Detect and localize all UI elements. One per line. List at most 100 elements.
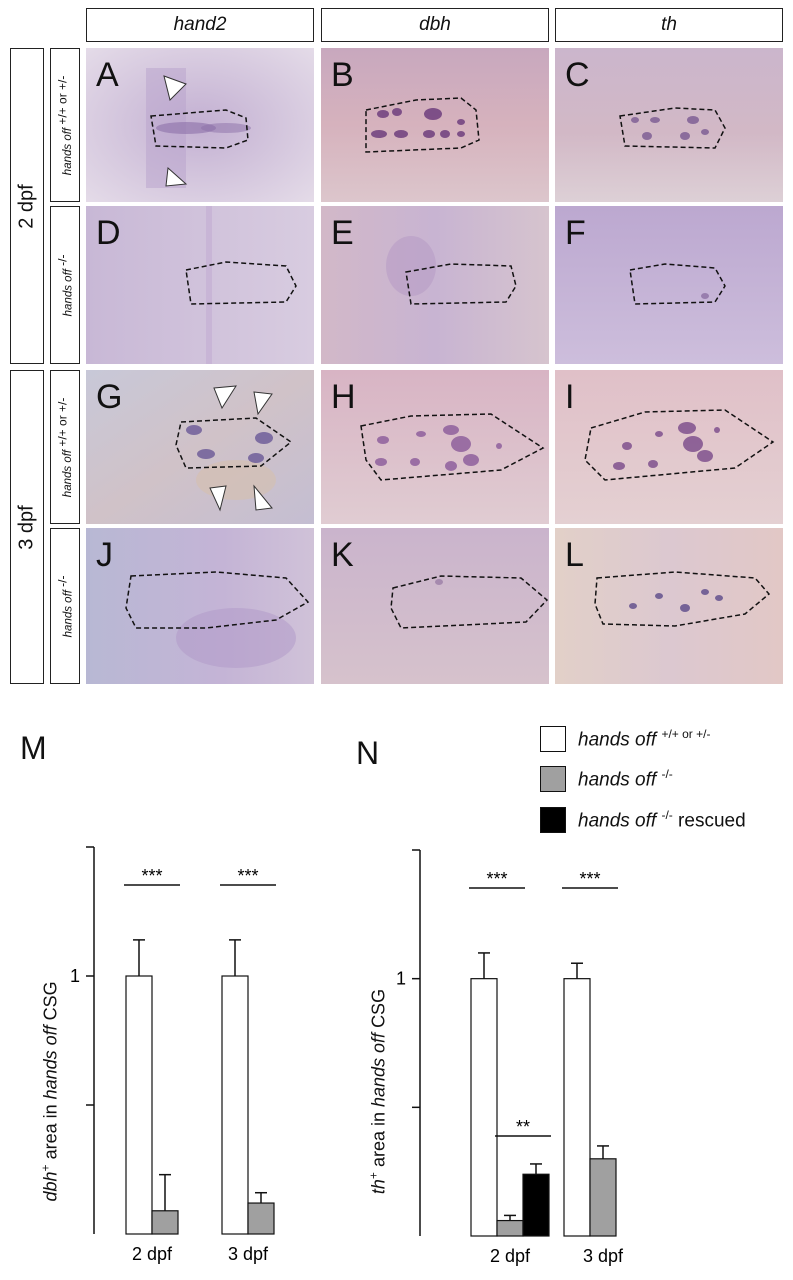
legend-swatch [540, 766, 566, 792]
genotype-label-mut-3dpf: hands off -/- [50, 528, 80, 684]
panel-letter: E [331, 214, 354, 252]
micrograph-f [555, 206, 783, 364]
genotype-name: hands off [62, 449, 75, 497]
legend-swatch [540, 807, 566, 833]
micrograph-g [86, 370, 314, 524]
y-tick-label: 1 [70, 966, 80, 986]
micrograph-c [555, 48, 783, 202]
arrowhead-icon [165, 166, 188, 187]
panel-j-hand2-3dpf-mut: J [86, 528, 314, 684]
genotype-superscript: -/- [55, 575, 70, 587]
genotype-label-het-2dpf: hands off +/+ or +/- [50, 48, 80, 202]
column-header-hand2: hand2 [86, 8, 314, 42]
panel-letter: H [331, 378, 356, 416]
bar [496, 1219, 524, 1237]
micrograph-e [321, 206, 549, 364]
stage-label-2dpf: 2 dpf [10, 48, 44, 364]
bar [221, 975, 249, 1235]
genotype-name: hands off [62, 127, 75, 175]
panel-f-th-2dpf-mut: F [555, 206, 783, 364]
tissue-background [555, 206, 783, 364]
panel-i-th-3dpf-het: I [555, 370, 783, 524]
panel-a-hand2-2dpf-het: A [86, 48, 314, 202]
column-header-label: dbh [419, 14, 451, 35]
bar [470, 978, 498, 1237]
tissue-background [555, 370, 783, 524]
csg-outline [125, 571, 310, 629]
genotype-label-het-3dpf: hands off +/+ or +/- [50, 370, 80, 524]
micrograph-k [321, 528, 549, 684]
genotype-label-mut-2dpf: hands off -/- [50, 206, 80, 364]
column-header-th: th [555, 8, 783, 42]
figure-letter-m: M [20, 730, 47, 766]
csg-outline [594, 571, 771, 627]
genotype-superscript: +/+ or +/- [55, 397, 70, 447]
panel-k-dbh-3dpf-mut: K [321, 528, 549, 684]
micrograph-d [86, 206, 314, 364]
legend-name: hands off [578, 810, 657, 832]
column-header-dbh: dbh [321, 8, 549, 42]
stage-label-text: 3 dpf [15, 504, 38, 550]
csg-outline [360, 413, 545, 481]
tissue-background [86, 370, 314, 524]
tissue-background [321, 528, 549, 684]
panel-letter: D [96, 214, 121, 252]
x-tick-label: 2 dpf [490, 1246, 531, 1266]
genotype-superscript: -/- [55, 254, 70, 266]
significance-label: *** [579, 869, 600, 889]
arrowhead-icon [163, 75, 187, 101]
panel-b-dbh-2dpf-het: B [321, 48, 549, 202]
arrowhead-icon [253, 391, 273, 416]
panel-letter: J [96, 536, 113, 574]
csg-outline [365, 97, 480, 153]
panel-letter: L [565, 536, 584, 574]
x-tick-label: 2 dpf [132, 1244, 173, 1264]
genotype-name: hands off [62, 268, 75, 316]
bar [247, 1202, 275, 1235]
tissue-background [555, 48, 783, 202]
chart-n: 12 dpf 3 dpf******** [396, 849, 624, 1266]
legend-entry-mut: hands off -/- [540, 766, 673, 792]
significance-label: *** [486, 869, 507, 889]
x-tick-label: 3 dpf [583, 1246, 624, 1266]
genotype-superscript: +/+ or +/- [55, 75, 70, 125]
micrograph-l [555, 528, 783, 684]
column-header-label: th [661, 14, 677, 35]
panel-letter: I [565, 378, 575, 416]
panel-letter: C [565, 56, 590, 94]
column-header-label: hand2 [173, 14, 227, 35]
legend-superscript: -/- [661, 807, 673, 822]
micrograph-j [86, 528, 314, 684]
csg-outline [390, 575, 549, 629]
stage-label-3dpf: 3 dpf [10, 370, 44, 684]
csg-outline [619, 107, 726, 149]
legend-swatch [540, 726, 566, 752]
bar [125, 975, 153, 1235]
tissue-background [321, 206, 549, 364]
micrograph-b [321, 48, 549, 202]
tissue-background [321, 48, 549, 202]
tissue-background [321, 370, 549, 524]
panel-l-th-3dpf-mut: L [555, 528, 783, 684]
chart-m: 1 2 dpf 3 dpf *** *** [70, 846, 276, 1264]
panel-d-hand2-2dpf-mut: D [86, 206, 314, 364]
significance-label: ** [516, 1117, 530, 1137]
csg-outline [175, 417, 293, 469]
tissue-background [86, 206, 314, 364]
legend-superscript: -/- [661, 766, 673, 781]
panel-letter: K [331, 536, 354, 574]
arrowhead-icon [253, 484, 273, 511]
panel-c-th-2dpf-het: C [555, 48, 783, 202]
micrograph-h [321, 370, 549, 524]
panel-g-hand2-3dpf-het: G [86, 370, 314, 524]
bar [589, 1158, 617, 1237]
tissue-background [555, 528, 783, 684]
csg-outline [629, 263, 726, 305]
bar [151, 1210, 179, 1235]
arrowhead-icon [213, 385, 237, 410]
bar [522, 1173, 550, 1237]
significance-label: *** [237, 866, 258, 886]
panel-letter: A [96, 56, 119, 94]
arrowhead-icon [209, 485, 227, 512]
legend-entry-het: hands off +/+ or +/- [540, 726, 710, 752]
